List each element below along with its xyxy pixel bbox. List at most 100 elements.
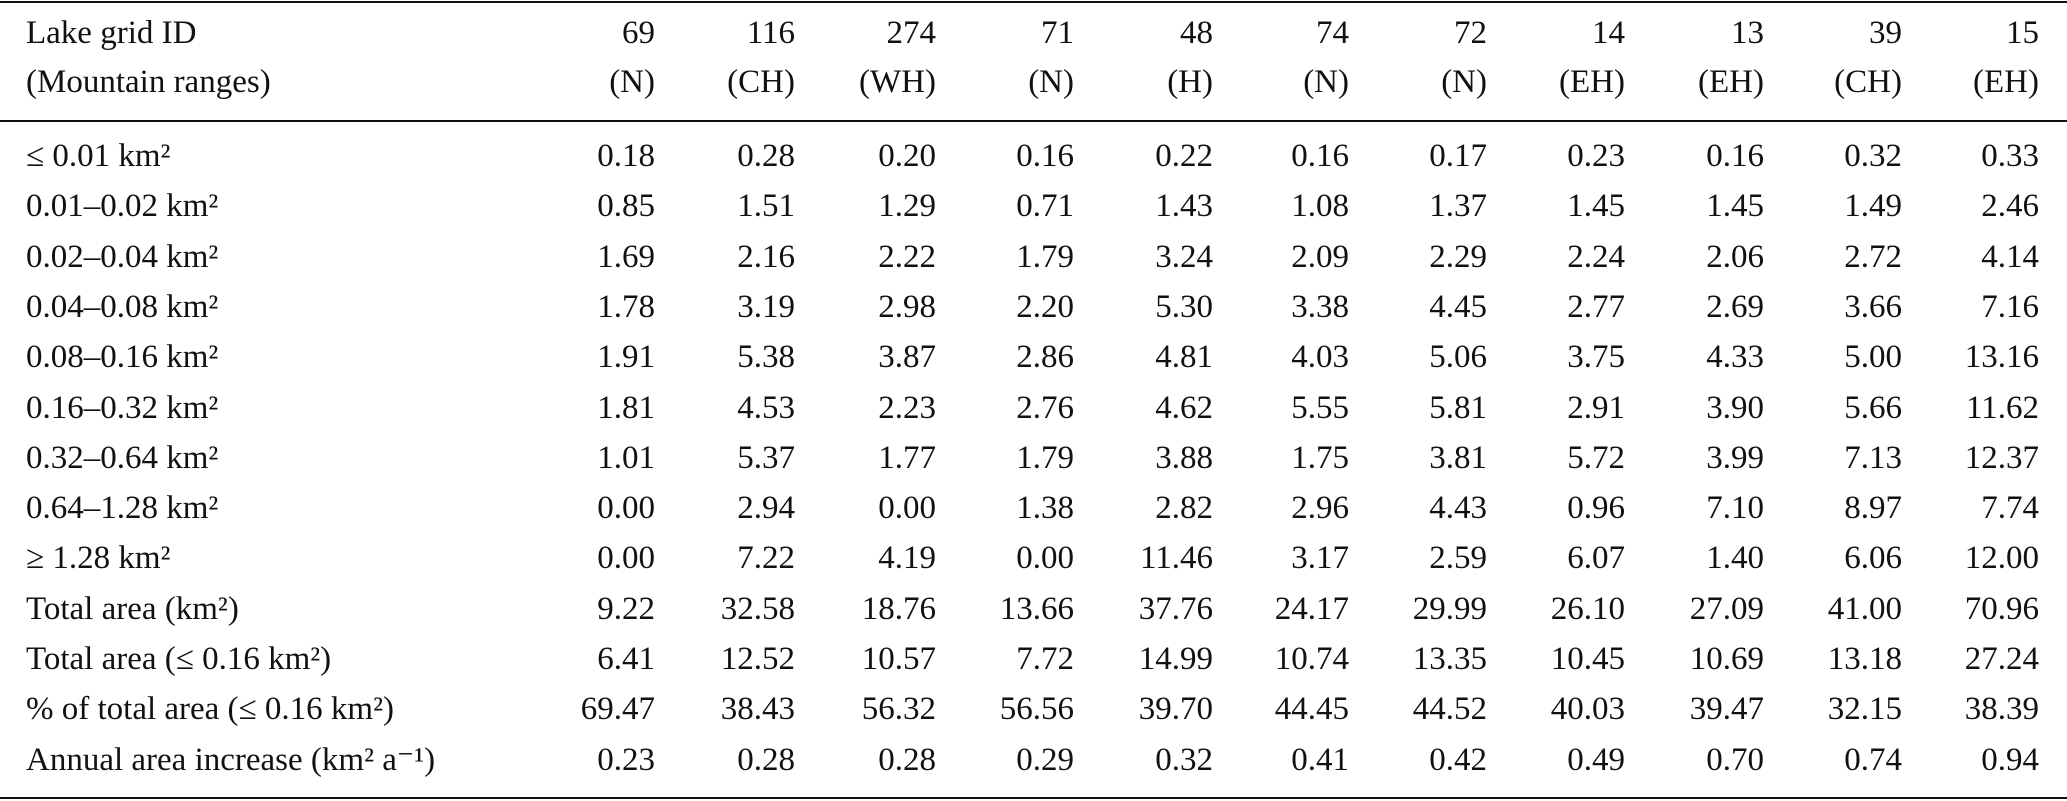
column-id: 15	[2006, 15, 2039, 51]
cell-value: 2.94	[737, 490, 795, 527]
cell-value: 0.32	[1844, 138, 1902, 174]
cell-value: 3.90	[1706, 389, 1764, 426]
header-label: Lake grid ID	[26, 15, 197, 51]
cell-value: 44.52	[1412, 691, 1487, 728]
row-label: Annual area increase (km² a⁻¹)	[26, 741, 436, 778]
cell-value: 7.72	[1016, 641, 1074, 677]
column-id: 13	[1731, 15, 1764, 51]
cell-value: 8.97	[1844, 490, 1902, 527]
cell-value: 2.09	[1291, 238, 1349, 275]
column-range: (EH)	[1698, 64, 1764, 100]
column-range: (CH)	[1834, 64, 1902, 100]
cell-value: 4.19	[878, 540, 936, 577]
cell-value: 27.09	[1689, 590, 1764, 627]
cell-value: 7.10	[1706, 490, 1764, 527]
cell-value: 2.22	[878, 238, 936, 275]
cell-value: 38.39	[1964, 691, 2039, 728]
cell-value: 2.29	[1429, 238, 1487, 275]
cell-value: 2.96	[1291, 490, 1349, 527]
cell-value: 3.87	[878, 339, 936, 376]
cell-value: 1.29	[878, 188, 936, 225]
cell-value: 0.29	[1016, 741, 1074, 778]
cell-value: 0.16	[1016, 138, 1074, 174]
bottom-rule	[0, 797, 2067, 799]
cell-value: 0.74	[1844, 741, 1902, 778]
cell-value: 2.20	[1016, 288, 1074, 325]
cell-value: 4.53	[737, 389, 795, 426]
cell-value: 1.77	[878, 439, 936, 476]
cell-value: 3.88	[1155, 439, 1213, 476]
cell-value: 14.99	[1138, 641, 1213, 677]
cell-value: 1.01	[597, 439, 655, 476]
cell-value: 7.22	[737, 540, 795, 577]
cell-value: 0.85	[597, 188, 655, 225]
cell-value: 0.00	[597, 540, 655, 577]
cell-value: 27.24	[1964, 641, 2039, 677]
cell-value: 5.38	[737, 339, 795, 376]
cell-value: 2.69	[1706, 288, 1764, 325]
cell-value: 7.13	[1844, 439, 1902, 476]
column-range: (N)	[1441, 64, 1487, 100]
cell-value: 6.06	[1844, 540, 1902, 577]
cell-value: 41.00	[1827, 590, 1902, 627]
cell-value: 5.81	[1429, 389, 1487, 426]
cell-value: 70.96	[1964, 590, 2039, 627]
column-id: 116	[746, 15, 795, 51]
column-id: 74	[1316, 15, 1349, 51]
cell-value: 4.43	[1429, 490, 1487, 527]
column-range: (CH)	[727, 64, 795, 100]
row-label: 0.02–0.04 km²	[26, 238, 219, 275]
column-range: (EH)	[1559, 64, 1625, 100]
cell-value: 1.75	[1291, 439, 1349, 476]
cell-value: 6.41	[597, 641, 655, 677]
cell-value: 5.06	[1429, 339, 1487, 376]
column-range: (N)	[609, 64, 655, 100]
cell-value: 4.81	[1155, 339, 1213, 376]
row-label: Total area (≤ 0.16 km²)	[26, 641, 332, 677]
cell-value: 10.57	[861, 641, 936, 677]
column-id: 71	[1041, 15, 1074, 51]
cell-value: 12.37	[1964, 439, 2039, 476]
cell-value: 1.79	[1016, 238, 1074, 275]
column-range: (H)	[1167, 64, 1213, 100]
row-label: 0.32–0.64 km²	[26, 439, 219, 476]
cell-value: 3.81	[1429, 439, 1487, 476]
header-label: (Mountain ranges)	[26, 64, 271, 100]
cell-value: 2.23	[878, 389, 936, 426]
cell-value: 13.35	[1412, 641, 1487, 677]
cell-value: 7.74	[1981, 490, 2039, 527]
cell-value: 38.43	[720, 691, 795, 728]
cell-value: 0.41	[1291, 741, 1349, 778]
cell-value: 18.76	[861, 590, 936, 627]
column-range: (EH)	[1973, 64, 2039, 100]
cell-value: 0.42	[1429, 741, 1487, 778]
cell-value: 2.77	[1567, 288, 1625, 325]
cell-value: 1.08	[1291, 188, 1349, 225]
cell-value: 26.10	[1550, 590, 1625, 627]
cell-value: 0.22	[1155, 138, 1213, 174]
cell-value: 56.56	[999, 691, 1074, 728]
cell-value: 1.78	[597, 288, 655, 325]
cell-value: 0.28	[737, 741, 795, 778]
cell-value: 3.99	[1706, 439, 1764, 476]
row-label: % of total area (≤ 0.16 km²)	[26, 691, 394, 728]
cell-value: 3.66	[1844, 288, 1902, 325]
cell-value: 0.17	[1429, 138, 1487, 174]
row-label: ≤ 0.01 km²	[26, 138, 171, 174]
cell-value: 1.49	[1844, 188, 1902, 225]
cell-value: 2.82	[1155, 490, 1213, 527]
cell-value: 4.45	[1429, 288, 1487, 325]
cell-value: 10.69	[1689, 641, 1764, 677]
cell-value: 2.91	[1567, 389, 1625, 426]
column-id: 14	[1592, 15, 1625, 51]
cell-value: 1.91	[597, 339, 655, 376]
cell-value: 12.00	[1964, 540, 2039, 577]
cell-value: 3.19	[737, 288, 795, 325]
header-rule	[0, 120, 2067, 122]
cell-value: 1.51	[737, 188, 795, 225]
cell-value: 5.66	[1844, 389, 1902, 426]
cell-value: 2.76	[1016, 389, 1074, 426]
cell-value: 39.47	[1689, 691, 1764, 728]
cell-value: 1.45	[1706, 188, 1764, 225]
cell-value: 13.16	[1964, 339, 2039, 376]
